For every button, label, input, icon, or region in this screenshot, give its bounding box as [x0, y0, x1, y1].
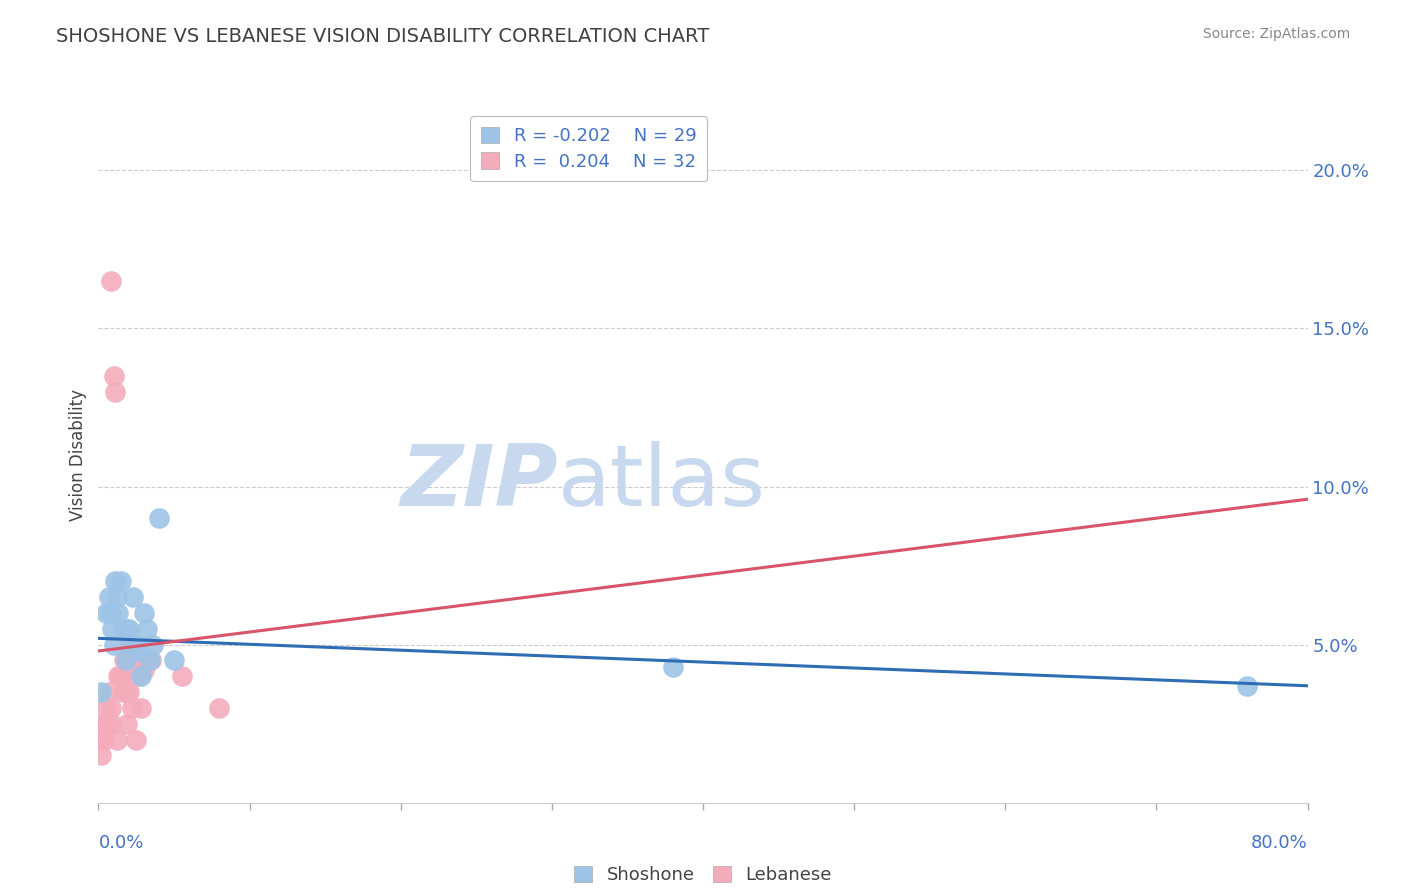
Point: [115, 716, 138, 731]
Point: [115, 622, 138, 636]
Point: [163, 653, 186, 667]
Point: [121, 638, 143, 652]
Text: atlas: atlas: [558, 442, 766, 524]
Point: [107, 669, 129, 683]
Text: SHOSHONE VS LEBANESE VISION DISABILITY CORRELATION CHART: SHOSHONE VS LEBANESE VISION DISABILITY C…: [56, 27, 710, 45]
Point: [90, 685, 112, 699]
Point: [110, 669, 132, 683]
Point: [121, 701, 143, 715]
Point: [93, 732, 115, 747]
Point: [132, 663, 155, 677]
Point: [170, 669, 193, 683]
Point: [208, 701, 231, 715]
Point: [114, 685, 136, 699]
Point: [141, 653, 163, 667]
Point: [96, 716, 118, 731]
Text: ZIP: ZIP: [401, 442, 558, 524]
Text: 80.0%: 80.0%: [1251, 834, 1308, 852]
Point: [132, 606, 155, 620]
Point: [100, 701, 122, 715]
Point: [142, 638, 165, 652]
Point: [111, 685, 134, 699]
Point: [127, 669, 149, 683]
Point: [105, 732, 128, 747]
Point: [661, 660, 683, 674]
Point: [107, 606, 129, 620]
Point: [98, 685, 121, 699]
Point: [128, 644, 150, 658]
Text: 0.0%: 0.0%: [98, 834, 143, 852]
Point: [135, 622, 157, 636]
Point: [100, 274, 122, 288]
Point: [127, 638, 149, 652]
Point: [91, 716, 114, 731]
Point: [129, 669, 152, 683]
Point: [125, 732, 148, 747]
Point: [105, 591, 128, 605]
Point: [122, 591, 145, 605]
Point: [100, 606, 122, 620]
Point: [124, 638, 146, 652]
Legend: Shoshone, Lebanese: Shoshone, Lebanese: [567, 858, 839, 891]
Point: [101, 622, 124, 636]
Text: Source: ZipAtlas.com: Source: ZipAtlas.com: [1202, 27, 1350, 41]
Point: [139, 653, 162, 667]
Point: [1236, 679, 1258, 693]
Point: [148, 511, 170, 525]
Point: [118, 622, 141, 636]
Point: [122, 653, 145, 667]
Point: [103, 638, 125, 652]
Point: [89, 732, 111, 747]
Point: [94, 606, 117, 620]
Point: [125, 638, 148, 652]
Point: [112, 653, 135, 667]
Point: [104, 384, 127, 399]
Point: [121, 638, 143, 652]
Point: [114, 653, 136, 667]
Point: [108, 669, 131, 683]
Point: [118, 685, 141, 699]
Point: [94, 701, 117, 715]
Point: [120, 638, 142, 652]
Point: [129, 701, 152, 715]
Point: [103, 368, 125, 383]
Point: [110, 574, 132, 589]
Point: [104, 574, 127, 589]
Point: [98, 591, 121, 605]
Point: [101, 716, 124, 731]
Point: [90, 748, 112, 763]
Y-axis label: Vision Disability: Vision Disability: [69, 389, 87, 521]
Point: [111, 622, 134, 636]
